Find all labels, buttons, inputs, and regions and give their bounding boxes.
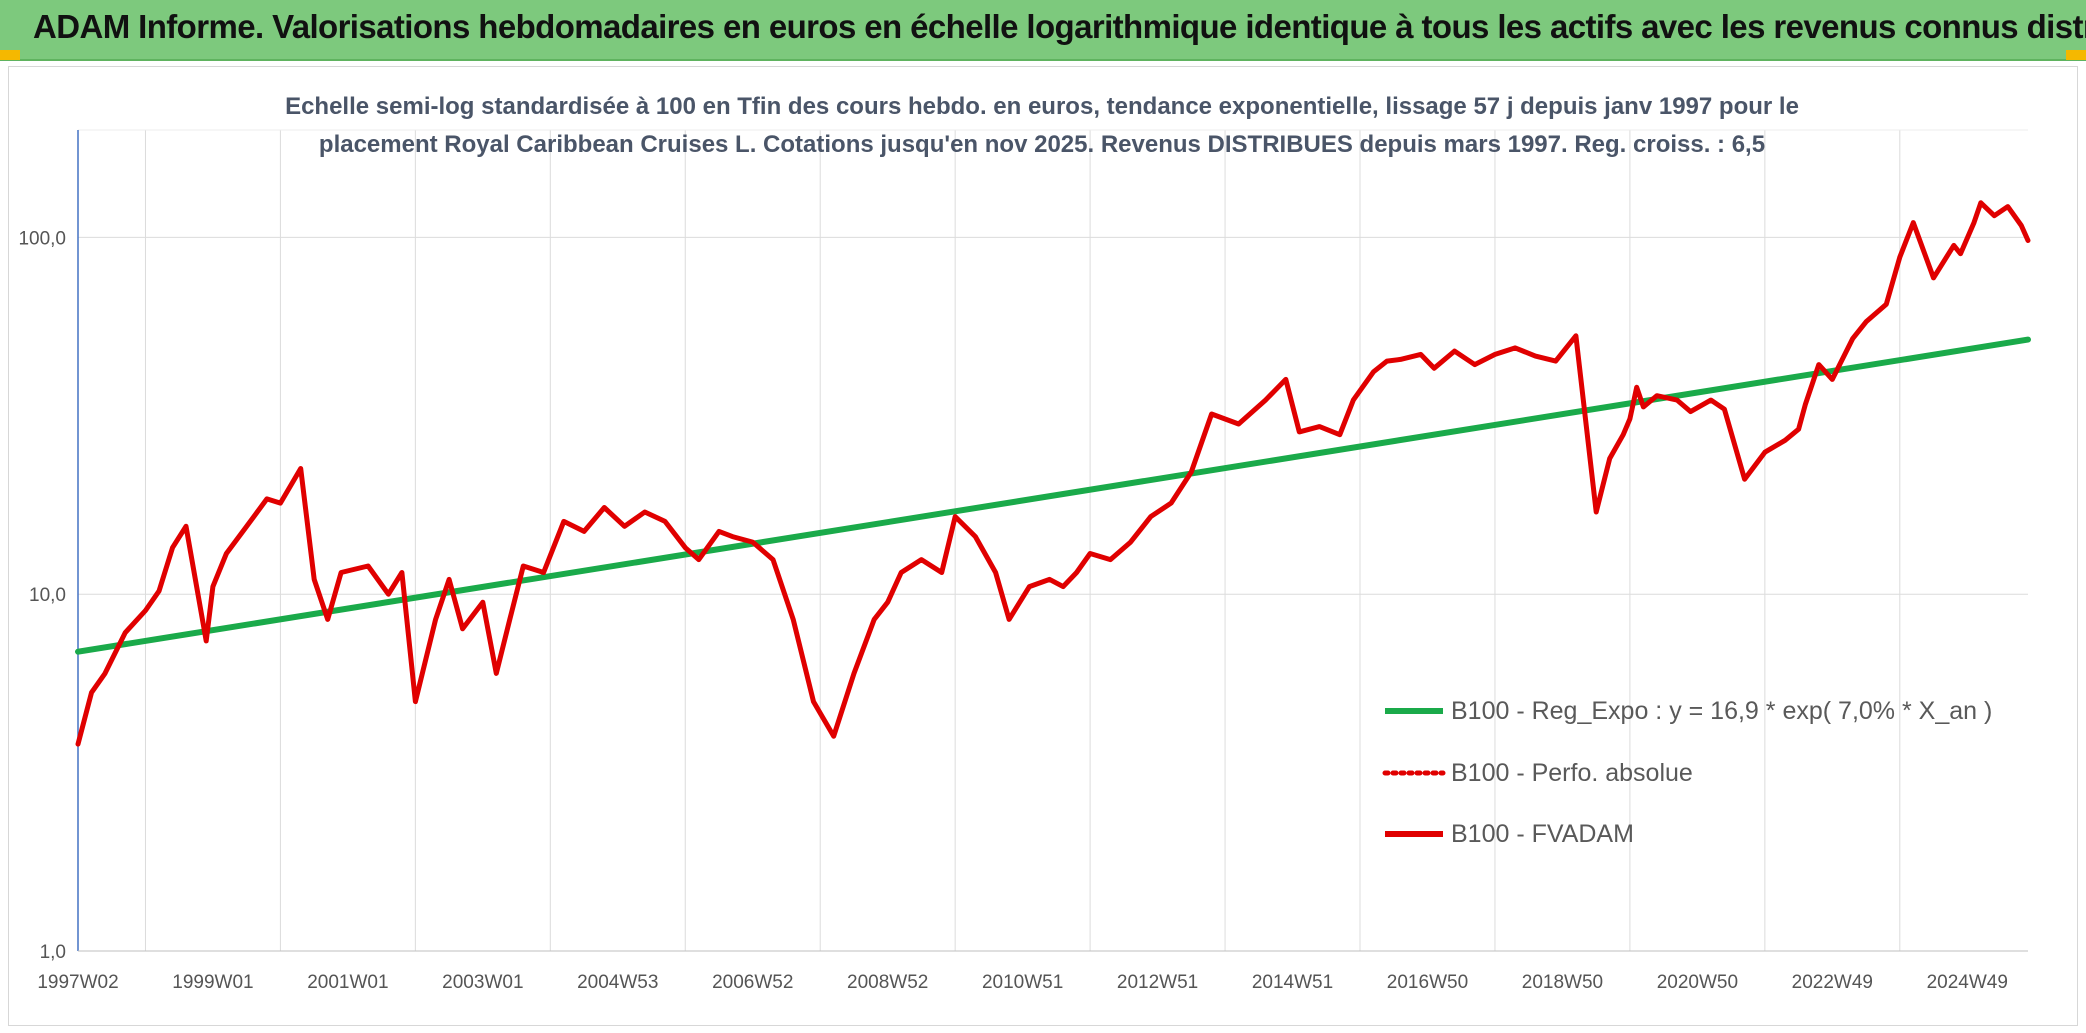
x-tick-label: 2016W50	[1387, 972, 1468, 993]
x-tick-label: 2014W51	[1252, 972, 1333, 993]
grid-lines	[78, 129, 2028, 952]
x-tick-label: 2024W49	[1927, 972, 2008, 993]
series-layer	[75, 200, 2031, 747]
x-tick-label: 1997W02	[37, 972, 118, 993]
y-tick-label: 1,0	[40, 942, 66, 963]
x-tick-label: 2003W01	[442, 972, 523, 993]
report-banner: ADAM Informe. Valorisations hebdomadaire…	[0, 0, 2086, 61]
x-tick-label: 2008W52	[847, 972, 928, 993]
series-line-0	[75, 336, 2031, 655]
legend-label-regression: B100 - Reg_Expo : y = 16,9 * exp( 7,0% *…	[1451, 697, 1992, 725]
x-tick-label: 2012W51	[1117, 972, 1198, 993]
series-line-2	[75, 200, 2031, 747]
y-tick-label: 10,0	[29, 585, 66, 606]
chart-svg: 1,0 10,0 100,0 1997W02 1999W01 2001W01 2003W01…	[18, 93, 2031, 993]
x-tick-label: 1999W01	[172, 972, 253, 993]
x-tick-label: 2020W50	[1657, 972, 1738, 993]
x-tick-label: 2004W53	[577, 972, 658, 993]
legend-label-fvadam: B100 - FVADAM	[1451, 820, 1634, 848]
x-tick-label: 2006W52	[712, 972, 793, 993]
x-tick-label: 2018W50	[1522, 972, 1603, 993]
axes: 1,0 10,0 100,0 1997W02 1999W01 2001W01 2003W01…	[18, 130, 2028, 993]
legend: B100 - Reg_Expo : y = 16,9 * exp( 7,0% *…	[1382, 697, 1992, 848]
corner-marker	[0, 50, 20, 60]
x-tick-label: 2022W49	[1792, 972, 1873, 993]
chart-title-line-2: placement Royal Caribbean Cruises L. Cot…	[319, 131, 1765, 158]
chart-area: 1,0 10,0 100,0 1997W02 1999W01 2001W01 2003W01…	[8, 66, 2078, 1026]
report-title: ADAM Informe. Valorisations hebdomadaire…	[33, 8, 2086, 45]
corner-marker	[2066, 50, 2086, 60]
legend-label-perfo: B100 - Perfo. absolue	[1451, 759, 1693, 787]
x-tick-label: 2010W51	[982, 972, 1063, 993]
y-tick-label: 100,0	[18, 228, 66, 249]
chart-title-line-1: Echelle semi-log standardisée à 100 en T…	[285, 93, 1799, 120]
x-tick-label: 2001W01	[307, 972, 388, 993]
